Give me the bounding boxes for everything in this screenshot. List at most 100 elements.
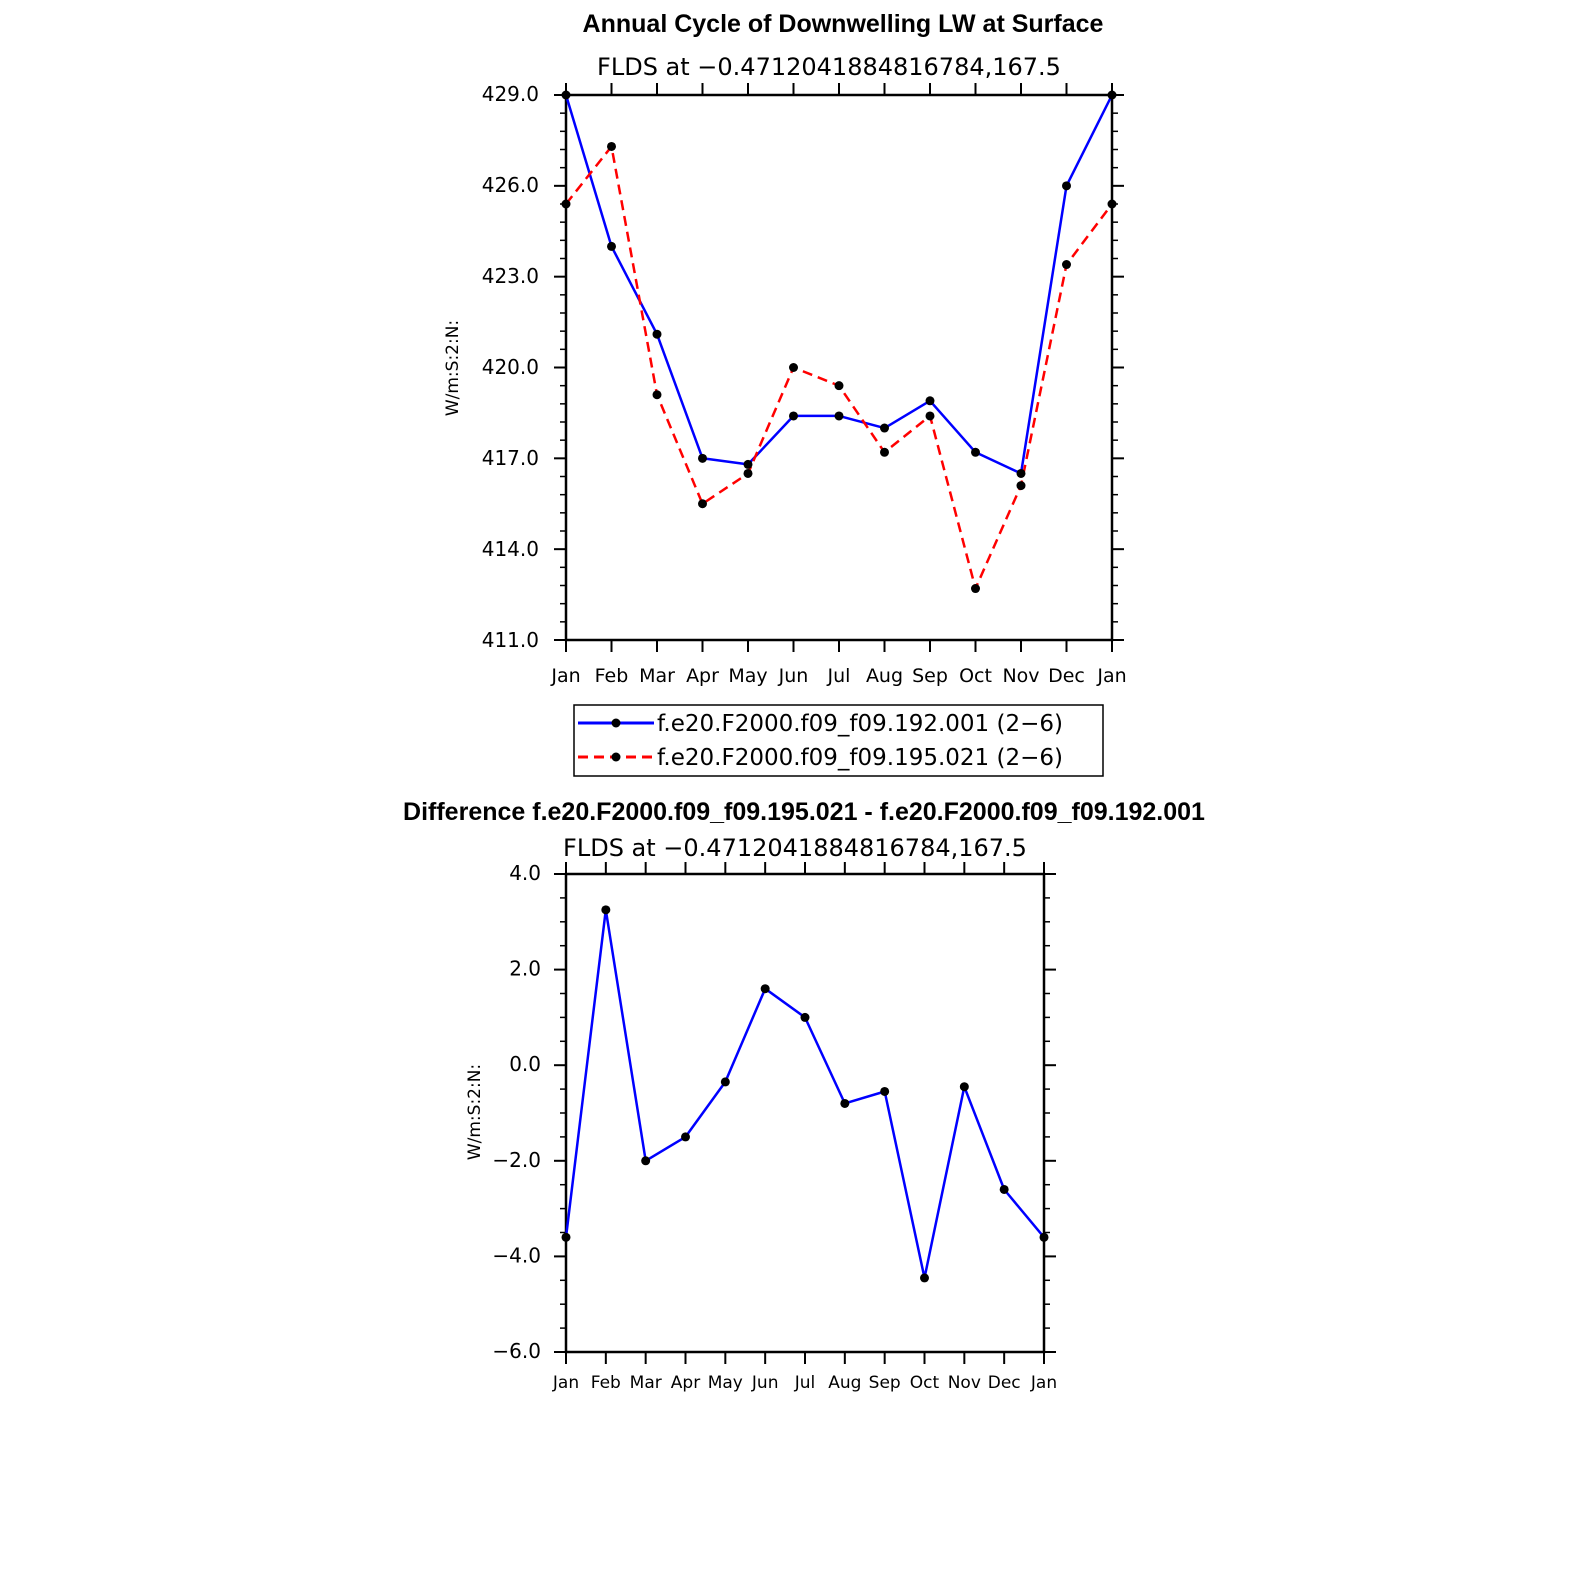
chart2-axes <box>554 862 1056 1364</box>
legend-marker-series-2 <box>611 752 621 762</box>
chart1-series-2-point <box>652 390 662 400</box>
chart2-y-tick-label: −2.0 <box>492 1148 541 1172</box>
chart2-y-tick-label: −6.0 <box>492 1339 541 1363</box>
chart1-series-2-point <box>971 584 980 594</box>
chart1-series <box>561 90 1117 594</box>
chart1-x-tick-label: Mar <box>639 665 675 687</box>
chart2-x-tick-label: Oct <box>910 1373 940 1393</box>
chart1-x-tick-label: Jan <box>550 665 580 687</box>
chart1-series-1-point <box>789 411 798 421</box>
chart1-x-tick-label: Jul <box>827 665 851 687</box>
chart1-x-tick-label: Dec <box>1048 665 1085 687</box>
chart1-series-1-point <box>652 329 662 339</box>
chart1-x-tick-label: Oct <box>959 665 992 687</box>
chart1-series-2-point <box>880 447 889 457</box>
chart2-series-1-point <box>920 1273 929 1283</box>
chart1-x-tick-label: Nov <box>1002 665 1039 687</box>
chart2-x-tick-label: Sep <box>869 1373 901 1393</box>
chart2-series-1-point <box>840 1098 850 1108</box>
chart2-x-tick-label: Nov <box>948 1373 981 1393</box>
chart1-x-tick-label: Jan <box>1096 665 1126 687</box>
chart1-y-tick-label: 426.0 <box>482 173 539 197</box>
chart1-series-1-point <box>743 459 753 469</box>
chart1-subtitle: FLDS at −0.4712041884816784,167.5 <box>597 53 1061 81</box>
chart2-x-tick-label: Mar <box>630 1373 662 1393</box>
chart2-x-tick-label: Jul <box>794 1373 816 1393</box>
chart2-series <box>561 905 1049 1283</box>
chart2-x-tick-label: Jan <box>552 1373 579 1393</box>
chart1-series-2-point <box>834 381 844 391</box>
chart2-y-tick-labels: −6.0 −4.0 −2.0 0.0 2.0 4.0 <box>492 861 541 1363</box>
chart1-series-1-point <box>1107 90 1117 100</box>
chart1-series-2-point <box>561 199 571 209</box>
chart2-series-1-point <box>561 1232 571 1242</box>
chart1-y-tick-label: 411.0 <box>482 628 539 652</box>
chart1-axes <box>554 83 1124 652</box>
chart1-series-2-point <box>698 499 707 509</box>
chart2-x-tick-label: May <box>708 1373 743 1393</box>
chart2-series-1-point <box>880 1086 890 1096</box>
chart2-series-1-point <box>601 905 611 915</box>
chart1-x-tick-label: Feb <box>595 665 629 687</box>
chart2-title: Difference f.e20.F2000.f09_f09.195.021 -… <box>403 798 1205 826</box>
chart1-y-tick-label: 420.0 <box>482 355 539 379</box>
chart1-series-2-point <box>743 468 753 478</box>
chart1-series-2-point <box>789 363 798 372</box>
chart2-y-axis-label: W/m:S:2:N: <box>465 1064 485 1160</box>
chart1-series-2-point <box>1107 199 1117 209</box>
chart1-x-tick-label: May <box>728 665 767 687</box>
chart1-y-axis-label: W/m:S:2:N: <box>443 320 463 416</box>
chart1-x-tick-label: Apr <box>686 665 719 687</box>
chart2-y-tick-label: 4.0 <box>509 861 541 885</box>
chart2-x-tick-label: Jun <box>751 1373 779 1393</box>
chart2-series-1-point <box>641 1156 651 1166</box>
chart1-series-1-point <box>1016 468 1026 478</box>
chart1-x-tick-label: Aug <box>866 665 903 687</box>
chart1-series-2-point <box>607 141 616 151</box>
chart2-x-tick-label: Aug <box>828 1373 861 1393</box>
chart2-y-tick-label: 2.0 <box>509 957 541 981</box>
chart1-series-2-point <box>1062 260 1071 270</box>
chart1-y-tick-label: 423.0 <box>482 264 539 288</box>
chart2-series-1-point <box>800 1012 810 1022</box>
chart2-x-tick-label: Jan <box>1030 1373 1057 1393</box>
legend-marker-series-1 <box>611 718 621 728</box>
chart2-subtitle: FLDS at −0.4712041884816784,167.5 <box>563 834 1027 862</box>
chart1-plot-frame <box>564 93 1114 642</box>
chart1-series-2-point <box>925 411 935 421</box>
chart2-series-1-point <box>999 1184 1009 1194</box>
chart1-series-1-point <box>971 447 980 457</box>
chart1-series-2-point <box>1016 481 1026 491</box>
chart2-y-tick-label: 0.0 <box>509 1052 541 1076</box>
chart1-x-tick-label: Jun <box>778 665 809 687</box>
chart1-series-1-point <box>1062 181 1071 191</box>
chart1-series-1-point <box>607 241 616 251</box>
chart2-x-tick-labels: Jan Feb Mar Apr May Jun Jul Aug Sep Oct … <box>552 1373 1057 1393</box>
chart1-series-1-point <box>834 411 844 421</box>
chart1-title: Annual Cycle of Downwelling LW at Surfac… <box>583 10 1104 38</box>
chart2-x-tick-label: Feb <box>591 1373 621 1393</box>
chart1-y-tick-label: 429.0 <box>482 82 539 106</box>
chart2-series-1-point <box>959 1082 969 1092</box>
chart2-series-1-point <box>760 984 770 994</box>
annual-cycle-chart: Annual Cycle of Downwelling LW at Surfac… <box>443 10 1127 777</box>
chart1-series-1-point <box>925 396 935 406</box>
chart2-x-tick-label: Apr <box>671 1373 700 1393</box>
chart2-y-tick-label: −4.0 <box>492 1243 541 1267</box>
chart2-series-line-1 <box>564 908 1045 1280</box>
chart1-legend: f.e20.F2000.f09_f09.192.001 (2−6) f.e20.… <box>573 704 1104 777</box>
chart1-series-line-2 <box>565 145 1113 590</box>
chart2-series-1-point <box>681 1132 690 1142</box>
chart2-series-1-point <box>720 1077 730 1087</box>
chart1-y-tick-labels: 411.0 414.0 417.0 420.0 423.0 426.0 429.… <box>482 82 539 652</box>
chart1-y-tick-label: 414.0 <box>482 537 539 561</box>
chart2-x-tick-label: Dec <box>988 1373 1021 1393</box>
chart1-series-1-point <box>698 453 707 463</box>
legend-label-series-2: f.e20.F2000.f09_f09.195.021 (2−6) <box>657 745 1063 771</box>
legend-box <box>573 704 1104 777</box>
chart1-x-tick-labels: Jan Feb Mar Apr May Jun Jul Aug Sep Oct … <box>550 665 1126 687</box>
legend-label-series-1: f.e20.F2000.f09_f09.192.001 (2−6) <box>657 711 1063 737</box>
chart2-series-1-point <box>1039 1232 1049 1242</box>
difference-chart: Difference f.e20.F2000.f09_f09.195.021 -… <box>403 798 1205 1393</box>
